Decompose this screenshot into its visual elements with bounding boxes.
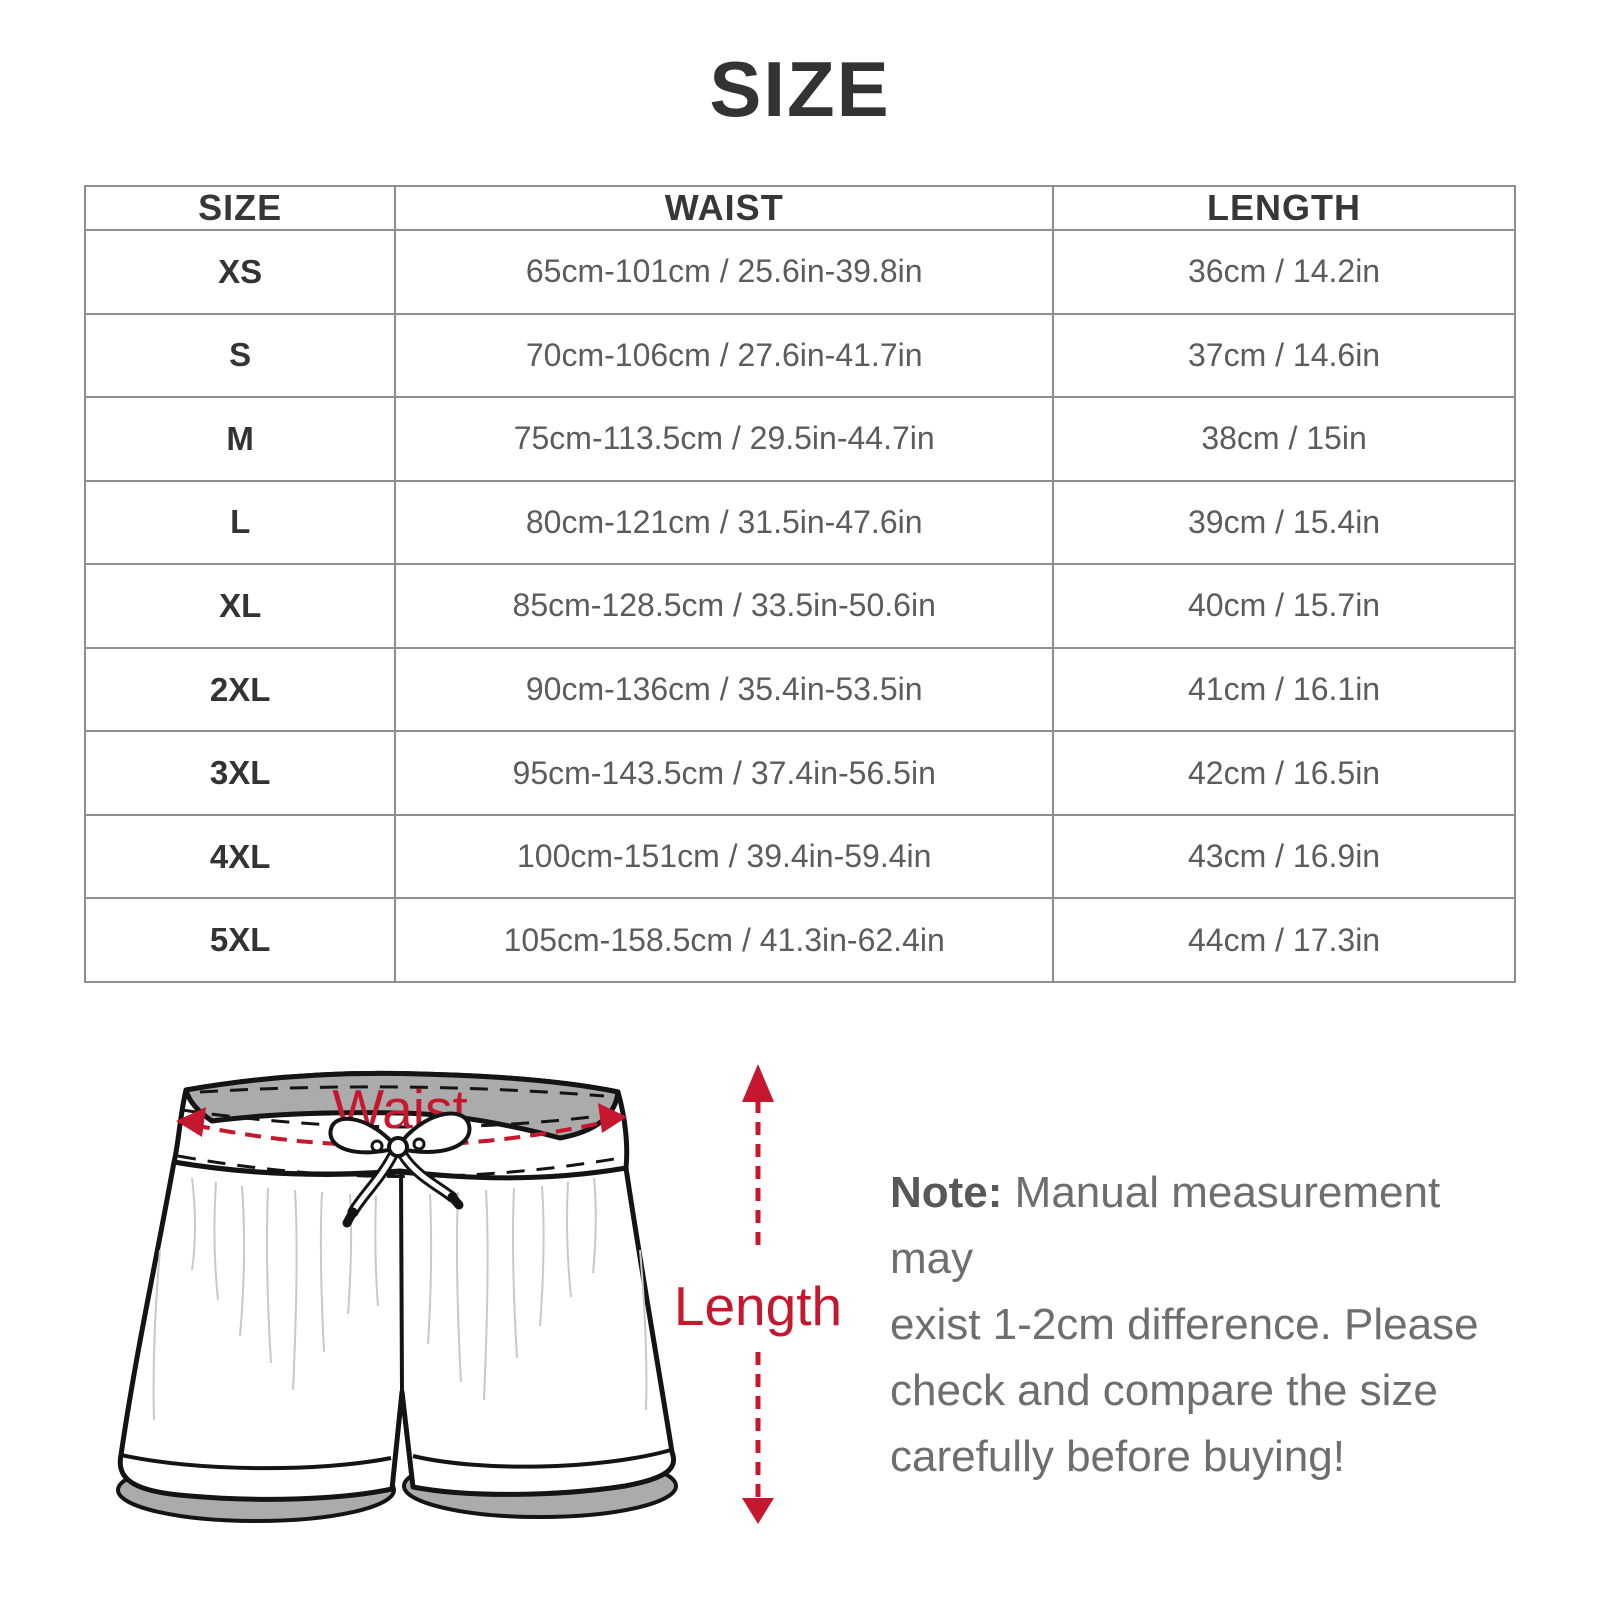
table-row: L 80cm-121cm / 31.5in-47.6in 39cm / 15.4in [83, 479, 1516, 566]
size-cell: S [83, 312, 397, 399]
note-line: check and compare the size [890, 1366, 1438, 1415]
length-cell: 36cm / 14.2in [1052, 229, 1516, 315]
table-header-row: SIZE WAIST LENGTH [83, 185, 1516, 231]
size-cell: 2XL [83, 646, 397, 733]
table-row: XL 85cm-128.5cm / 33.5in-50.6in 40cm / 15.… [83, 563, 1516, 649]
waist-cell: 70cm-106cm / 27.6in-41.7in [394, 312, 1055, 399]
note-line: carefully before buying! [890, 1432, 1345, 1481]
center-seam [399, 1171, 404, 1393]
size-table-body: XS 65cm-101cm / 25.6in-39.8in 36cm / 14.2i… [83, 229, 1516, 983]
table-row: XS 65cm-101cm / 25.6in-39.8in 36cm / 14.2i… [83, 229, 1516, 315]
table-row: 5XL 105cm-158.5cm / 41.3in-62.4in 44cm / 1… [83, 897, 1516, 983]
header-size: SIZE [83, 185, 397, 231]
table-row: S 70cm-106cm / 27.6in-41.7in 37cm / 14.6in [83, 312, 1516, 399]
waist-cell: 85cm-128.5cm / 33.5in-50.6in [394, 563, 1055, 649]
waist-cell: 75cm-113.5cm / 29.5in-44.7in [394, 396, 1055, 482]
size-cell: 3XL [83, 730, 397, 816]
left-hem-line [120, 1453, 392, 1471]
waist-cell: 65cm-101cm / 25.6in-39.8in [394, 229, 1055, 315]
header-waist: WAIST [394, 185, 1055, 231]
size-cell: 5XL [83, 897, 397, 983]
length-cell: 43cm / 16.9in [1052, 813, 1516, 900]
length-cell: 41cm / 16.1in [1052, 646, 1516, 733]
length-arrow [742, 1064, 774, 1524]
right-hem-line [412, 1448, 672, 1469]
note-line: Note: Manual measurement may [890, 1168, 1441, 1283]
size-cell: XS [83, 229, 397, 315]
waist-cell: 105cm-158.5cm / 41.3in-62.4in [394, 897, 1055, 983]
drawstring-bow [328, 1111, 472, 1228]
stitch-lines [177, 1085, 621, 1178]
table-row: M 75cm-113.5cm / 29.5in-44.7in 38cm / 15in [83, 396, 1516, 482]
waist-cell: 80cm-121cm / 31.5in-47.6in [394, 479, 1055, 566]
table-row: 2XL 90cm-136cm / 35.4in-53.5in 41cm / 16.1… [83, 646, 1516, 733]
length-cell: 44cm / 17.3in [1052, 897, 1516, 983]
fabric-creases [152, 1177, 648, 1421]
table-row: 4XL 100cm-151cm / 39.4in-59.4in 43cm / 16.… [83, 813, 1516, 900]
size-cell: L [83, 479, 397, 566]
length-cell: 39cm / 15.4in [1052, 479, 1516, 566]
length-cell: 40cm / 15.7in [1052, 563, 1516, 649]
page-title: SIZE [709, 45, 891, 133]
length-cell: 37cm / 14.6in [1052, 312, 1516, 399]
size-table: SIZE WAIST LENGTH XS 65cm-101cm / 25.6in-… [83, 185, 1516, 983]
waist-cell: 90cm-136cm / 35.4in-53.5in [394, 646, 1055, 733]
header-length: LENGTH [1052, 185, 1516, 231]
shorts-body [117, 1159, 676, 1502]
size-cell: M [83, 396, 397, 482]
note-text: Note: Manual measurement may exist 1-2cm… [890, 1160, 1490, 1490]
waist-cell: 95cm-143.5cm / 37.4in-56.5in [394, 730, 1055, 816]
note-label: Note: [890, 1168, 1003, 1217]
length-cell: 42cm / 16.5in [1052, 730, 1516, 816]
shorts-illustration: Waist Length [116, 1064, 842, 1524]
size-cell: 4XL [83, 813, 397, 900]
waist-cell: 100cm-151cm / 39.4in-59.4in [394, 813, 1055, 900]
size-cell: XL [83, 563, 397, 649]
table-row: 3XL 95cm-143.5cm / 37.4in-56.5in 42cm / 16… [83, 730, 1516, 816]
length-label: Length [674, 1275, 842, 1337]
note-line: exist 1-2cm difference. Please [890, 1300, 1479, 1349]
length-cell: 38cm / 15in [1052, 396, 1516, 482]
